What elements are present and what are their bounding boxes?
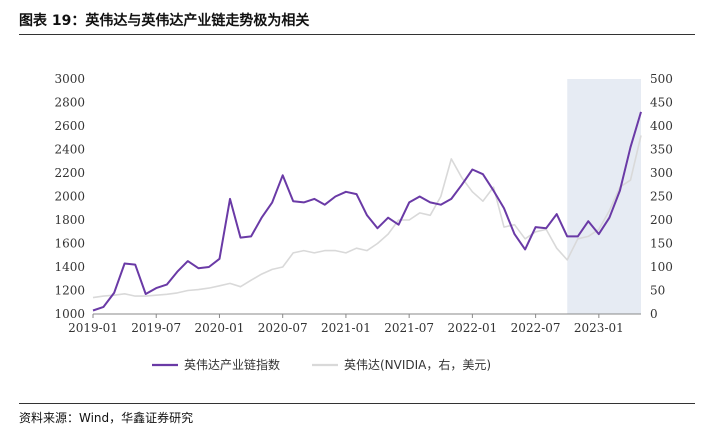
highlight-band-layer xyxy=(567,79,641,314)
y-right-tick-label: 500 xyxy=(650,72,673,86)
series-line-primary xyxy=(92,111,642,312)
x-tick-label: 2020-01 xyxy=(195,321,245,335)
x-tick-label: 2019-07 xyxy=(131,321,181,335)
legend-label-secondary: 英伟达(NVIDIA，右，美元) xyxy=(344,357,491,372)
y-right-tick-label: 0 xyxy=(650,307,658,321)
y-right-tick-label: 300 xyxy=(650,166,673,180)
y-right-tick-label: 150 xyxy=(650,237,673,251)
y-right-tick-label: 200 xyxy=(650,213,673,227)
x-tick-label: 2022-01 xyxy=(447,321,497,335)
y-left-tick-label: 1000 xyxy=(54,307,85,321)
y-left-tick-label: 2200 xyxy=(54,166,85,180)
title-rule xyxy=(19,34,695,35)
figure-source: 资料来源：Wind，华鑫证券研究 xyxy=(19,411,194,425)
y-left-tick-label: 3000 xyxy=(54,72,85,86)
y-left-tick-label: 1200 xyxy=(54,284,85,298)
y-right-tick-label: 250 xyxy=(650,190,673,204)
y-left-tick-label: 2000 xyxy=(54,190,85,204)
x-tick-label: 2020-07 xyxy=(258,321,308,335)
y-left-tick-label: 1400 xyxy=(54,260,85,274)
figure-title: 图表 19：英伟达与英伟达产业链走势极为相关 xyxy=(19,13,310,29)
y-right-tick-label: 50 xyxy=(650,284,665,298)
legend-label-primary: 英伟达产业链指数 xyxy=(184,357,280,372)
legend: 英伟达产业链指数 英伟达(NVIDIA，右，美元) xyxy=(152,357,491,372)
source-rule xyxy=(19,403,695,404)
x-tick-label: 2022-07 xyxy=(511,321,561,335)
y-right-tick-label: 100 xyxy=(650,260,673,274)
y-left-tick-label: 2600 xyxy=(54,119,85,133)
y-left-tick-label: 1600 xyxy=(54,237,85,251)
y-left-tick-label: 2800 xyxy=(54,96,85,110)
series-layer xyxy=(92,111,642,312)
series-line-secondary xyxy=(92,135,642,299)
y-right-tick-label: 350 xyxy=(650,143,673,157)
x-tick-label: 2021-07 xyxy=(384,321,434,335)
highlight-band xyxy=(567,79,641,314)
y-left-tick-label: 1800 xyxy=(54,213,85,227)
x-tick-label: 2021-01 xyxy=(321,321,371,335)
axis-layer: 1000120014001600180020002200240026002800… xyxy=(54,72,672,335)
y-left-tick-label: 2400 xyxy=(54,143,85,157)
y-right-tick-label: 400 xyxy=(650,119,673,133)
x-tick-label: 2019-01 xyxy=(68,321,118,335)
x-tick-label: 2023-01 xyxy=(574,321,624,335)
y-right-tick-label: 450 xyxy=(650,96,673,110)
